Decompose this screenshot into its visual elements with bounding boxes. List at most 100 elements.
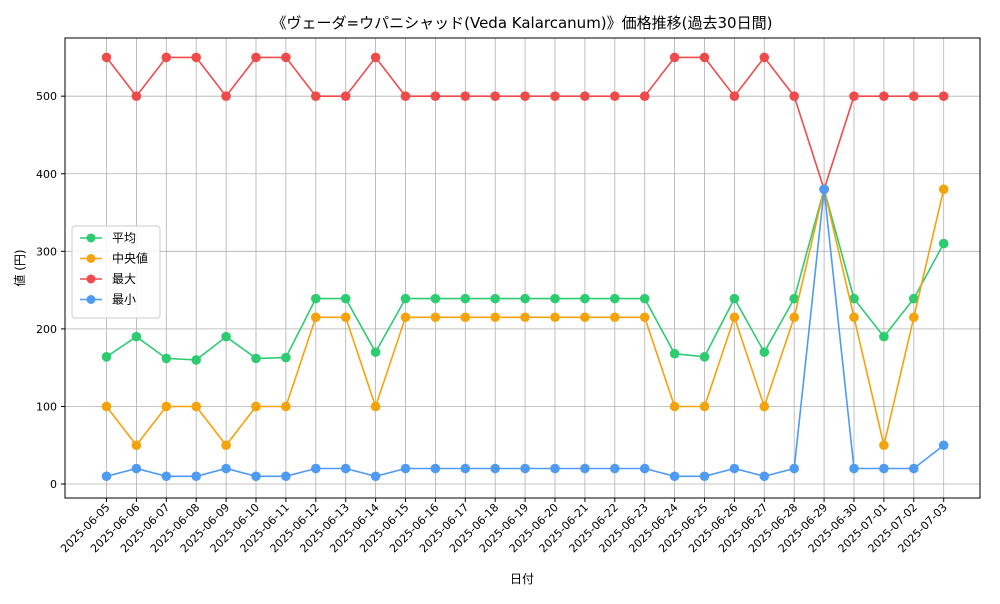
data-point xyxy=(340,312,351,323)
series-1 xyxy=(101,184,949,451)
data-point xyxy=(909,463,919,474)
data-point xyxy=(520,463,530,474)
data-point xyxy=(580,293,590,304)
legend-swatch-marker xyxy=(86,254,96,263)
data-point xyxy=(101,52,112,63)
data-point xyxy=(938,91,949,101)
data-point xyxy=(699,352,710,362)
data-point xyxy=(550,91,560,101)
data-point xyxy=(580,91,590,101)
y-tick-label: 400 xyxy=(36,168,57,181)
data-point xyxy=(281,352,291,363)
data-point xyxy=(400,91,411,101)
legend-swatch-marker xyxy=(86,233,96,243)
data-point xyxy=(849,293,859,304)
data-point xyxy=(938,440,949,451)
data-point xyxy=(340,293,351,304)
data-point xyxy=(161,353,172,364)
data-point xyxy=(759,347,770,357)
y-tick-label: 0 xyxy=(50,478,57,491)
data-point xyxy=(490,293,501,304)
data-point xyxy=(520,312,530,323)
legend-item: 最小 xyxy=(80,293,136,307)
data-point xyxy=(400,293,411,304)
series-lines xyxy=(101,52,949,482)
data-point xyxy=(221,91,231,101)
data-point xyxy=(879,331,889,342)
data-point xyxy=(490,312,501,323)
data-point xyxy=(460,91,471,101)
data-point xyxy=(669,348,680,359)
data-point xyxy=(639,463,650,474)
data-point xyxy=(669,52,680,63)
data-point xyxy=(281,52,291,63)
data-point xyxy=(131,463,142,474)
data-point xyxy=(789,293,799,304)
data-point xyxy=(610,293,620,304)
data-point xyxy=(699,401,710,412)
data-point xyxy=(281,471,291,482)
legend-label: 平均 xyxy=(112,231,136,245)
series-2 xyxy=(101,52,949,195)
data-point xyxy=(191,401,201,412)
data-point xyxy=(460,463,471,474)
data-point xyxy=(251,471,261,482)
grid xyxy=(65,38,980,498)
data-point xyxy=(759,401,770,412)
data-point xyxy=(580,312,590,323)
data-point xyxy=(370,471,381,482)
legend-label: 最大 xyxy=(112,272,136,286)
data-point xyxy=(430,293,441,304)
data-point xyxy=(191,355,201,365)
data-point xyxy=(251,52,261,63)
legend-swatch-marker xyxy=(86,295,96,304)
data-point xyxy=(191,52,201,63)
y-tick-label: 500 xyxy=(36,90,57,103)
data-point xyxy=(729,463,740,474)
data-point xyxy=(131,331,142,342)
data-point xyxy=(340,91,351,101)
data-point xyxy=(161,52,172,63)
data-point xyxy=(460,312,471,323)
x-axis-label: 日付 xyxy=(510,572,534,586)
data-point xyxy=(490,91,501,101)
data-point xyxy=(400,463,411,474)
data-point xyxy=(639,312,650,323)
data-point xyxy=(789,463,799,474)
legend-item: 平均 xyxy=(80,231,136,245)
plot-area-frame xyxy=(64,37,981,499)
data-point xyxy=(909,293,919,304)
data-point xyxy=(550,312,560,323)
data-point xyxy=(550,293,560,304)
data-point xyxy=(400,312,411,323)
data-point xyxy=(849,312,859,323)
data-point xyxy=(729,312,740,323)
y-tick-label: 100 xyxy=(36,400,57,413)
legend-label: 最小 xyxy=(112,293,136,307)
chart-title: 《ヴェーダ=ウパニシャッド(Veda Kalarcanum)》価格推移(過去30… xyxy=(272,14,773,32)
data-point xyxy=(879,440,889,451)
data-point xyxy=(819,184,829,195)
data-point xyxy=(639,91,650,101)
data-point xyxy=(669,401,680,412)
data-point xyxy=(639,293,650,304)
data-point xyxy=(520,293,530,304)
data-point xyxy=(938,184,949,195)
data-point xyxy=(909,91,919,101)
y-axis-label: 値 (円) xyxy=(12,249,27,286)
data-point xyxy=(610,463,620,474)
data-point xyxy=(131,91,142,101)
data-point xyxy=(311,312,321,323)
data-point xyxy=(370,401,381,412)
legend-box xyxy=(71,225,161,319)
data-point xyxy=(849,91,859,101)
data-point xyxy=(520,91,530,101)
data-point xyxy=(370,52,381,63)
data-point xyxy=(221,463,231,474)
data-point xyxy=(879,91,889,101)
legend-label: 中央値 xyxy=(112,251,148,266)
data-point xyxy=(430,463,441,474)
data-point xyxy=(938,238,949,249)
